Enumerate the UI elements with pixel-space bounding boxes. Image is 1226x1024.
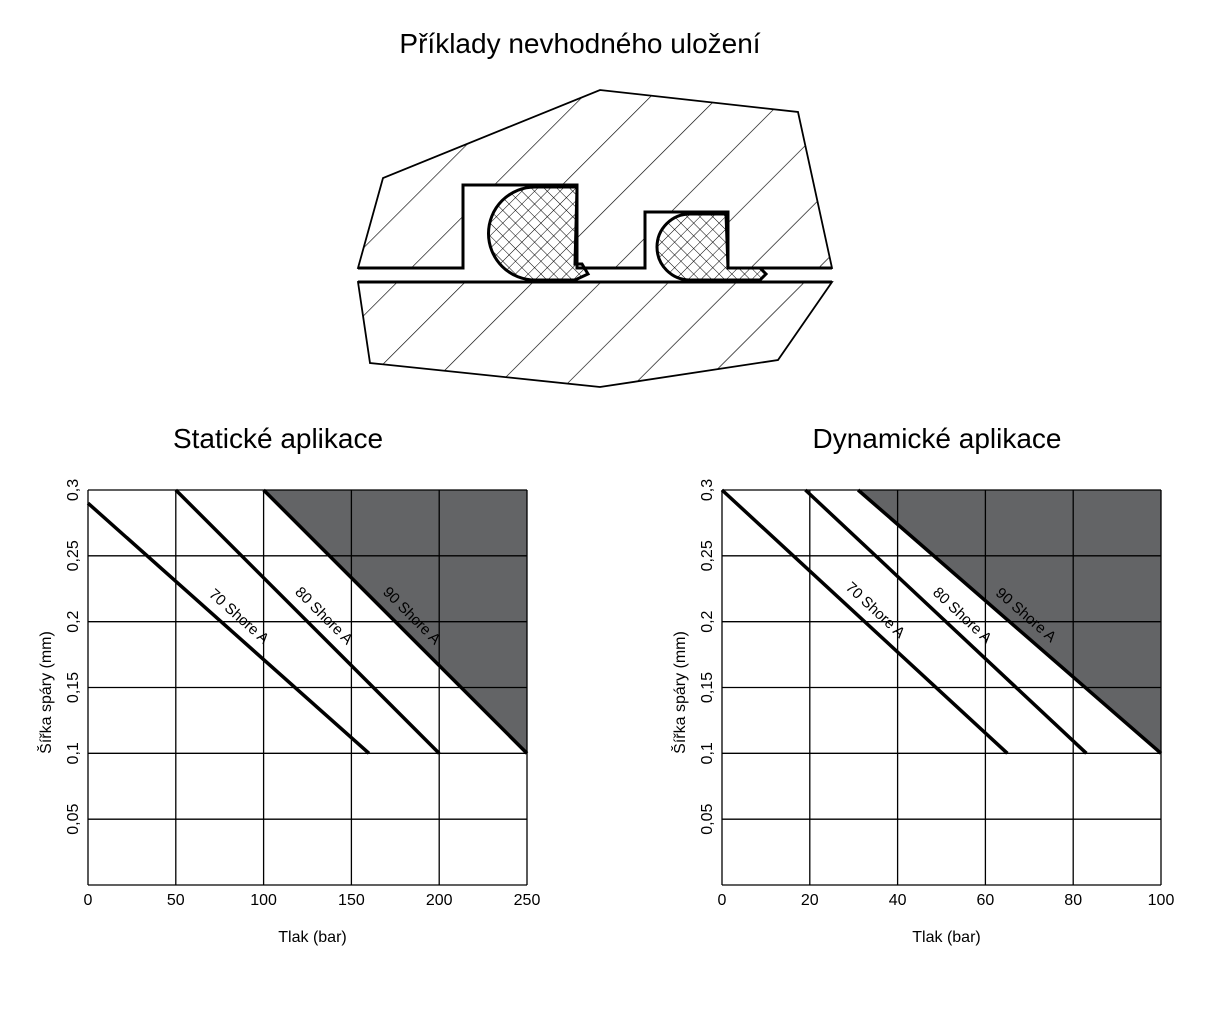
seal-cross-section-diagram: [356, 89, 834, 388]
x-tick-label: 50: [167, 892, 185, 909]
y-tick-label: 0,1: [65, 742, 82, 764]
x-tick-label: 60: [977, 892, 995, 909]
x-tick-label: 150: [338, 892, 365, 909]
y-tick-label: 0,2: [699, 610, 716, 632]
x-tick-label: 0: [84, 892, 93, 909]
dynamic-chart-title: Dynamické aplikace: [812, 423, 1062, 454]
x-tick-label: 200: [426, 892, 453, 909]
series-line: [804, 488, 1088, 755]
static-chart-title: Statické aplikace: [172, 423, 384, 454]
x-tick-label: 40: [889, 892, 907, 909]
x-axis-label: Tlak (bar): [912, 929, 980, 946]
x-tick-label: 0: [718, 892, 727, 909]
y-tick-label: 0,05: [65, 803, 82, 834]
y-tick-label: 0,3: [699, 479, 716, 501]
y-tick-label: 0,2: [65, 610, 82, 632]
x-tick-label: 80: [1064, 892, 1082, 909]
x-tick-label: 100: [1148, 892, 1175, 909]
series-line: [856, 488, 1163, 755]
y-axis-label: Šířka spáry (mm): [670, 631, 689, 754]
series-line: [262, 488, 529, 755]
y-axis-label: Šířka spáry (mm): [36, 631, 55, 754]
page-title: Příklady nevhodného uložení: [399, 28, 761, 59]
y-tick-label: 0,3: [65, 479, 82, 501]
y-tick-label: 0,15: [65, 672, 82, 703]
y-tick-label: 0,25: [65, 540, 82, 571]
series-line: [86, 501, 371, 755]
x-tick-label: 100: [250, 892, 277, 909]
y-tick-label: 0,1: [699, 742, 716, 764]
y-tick-label: 0,25: [699, 540, 716, 571]
x-tick-label: 250: [514, 892, 541, 909]
series-line: [174, 488, 441, 755]
seal-ring-2: [655, 212, 769, 282]
series-line: [720, 488, 1009, 755]
x-axis-label: Tlak (bar): [278, 929, 346, 946]
seal-ring-1: [487, 185, 591, 282]
x-tick-label: 20: [801, 892, 819, 909]
y-tick-label: 0,15: [699, 672, 716, 703]
y-tick-label: 0,05: [699, 803, 716, 834]
